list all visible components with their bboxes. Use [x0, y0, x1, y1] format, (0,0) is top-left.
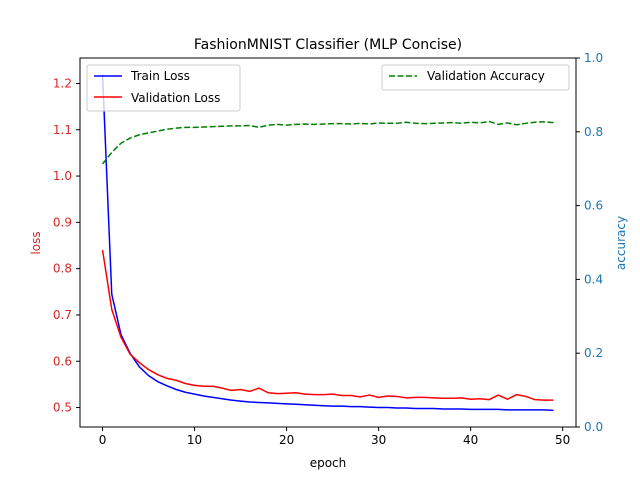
x-axis-label: epoch: [310, 456, 347, 470]
right-tick-label: 0.0: [584, 420, 603, 434]
x-axis: 0 10 20 30 40 50: [99, 427, 570, 447]
right-y-axis: 0.0 0.2 0.4 0.6 0.8 1.0: [576, 51, 603, 434]
x-tick-label: 0: [99, 433, 107, 447]
series-line-validation-loss: [101, 250, 554, 401]
right-tick-label: 0.2: [584, 346, 603, 360]
legend-left: Train Loss Validation Loss: [86, 64, 241, 112]
x-tick-label: 40: [463, 433, 478, 447]
plot-background: [80, 58, 576, 427]
legend-right: Validation Accuracy: [381, 64, 570, 91]
x-tick-label: 50: [555, 433, 570, 447]
right-tick-label: 0.6: [584, 199, 603, 213]
left-tick-label: 1.0: [53, 169, 72, 183]
left-tick-label: 1.2: [53, 76, 72, 90]
series-line-validation-accuracy: [101, 120, 554, 165]
x-tick-label: 30: [371, 433, 386, 447]
right-axis-label: accuracy: [614, 216, 628, 270]
legend-label-train-loss: Train Loss: [130, 69, 190, 83]
x-tick-label: 20: [279, 433, 294, 447]
series-line-train-loss: [101, 74, 554, 412]
legend-right-box: [381, 64, 570, 91]
left-tick-label: 0.5: [53, 401, 72, 415]
right-tick-label: 0.8: [584, 125, 603, 139]
left-tick-label: 0.7: [53, 308, 72, 322]
right-tick-label: 1.0: [584, 51, 603, 65]
legend-label-validation-loss: Validation Loss: [131, 91, 220, 105]
right-tick-label: 0.4: [584, 272, 603, 286]
chart-title: FashionMNIST Classifier (MLP Concise): [194, 37, 462, 53]
left-tick-label: 1.1: [53, 123, 72, 137]
left-y-axis: 0.5 0.6 0.7 0.8 0.9 1.0 1.1 1.2: [53, 76, 80, 415]
left-tick-label: 0.9: [53, 215, 72, 229]
left-axis-label: loss: [29, 231, 43, 254]
legend-label-validation-accuracy: Validation Accuracy: [427, 69, 545, 83]
series-layer: [101, 74, 554, 412]
legend-left-box: [86, 64, 241, 112]
left-tick-label: 0.6: [53, 354, 72, 368]
plot-frame: [79, 57, 577, 428]
left-tick-label: 0.8: [53, 262, 72, 276]
x-tick-label: 10: [187, 433, 202, 447]
